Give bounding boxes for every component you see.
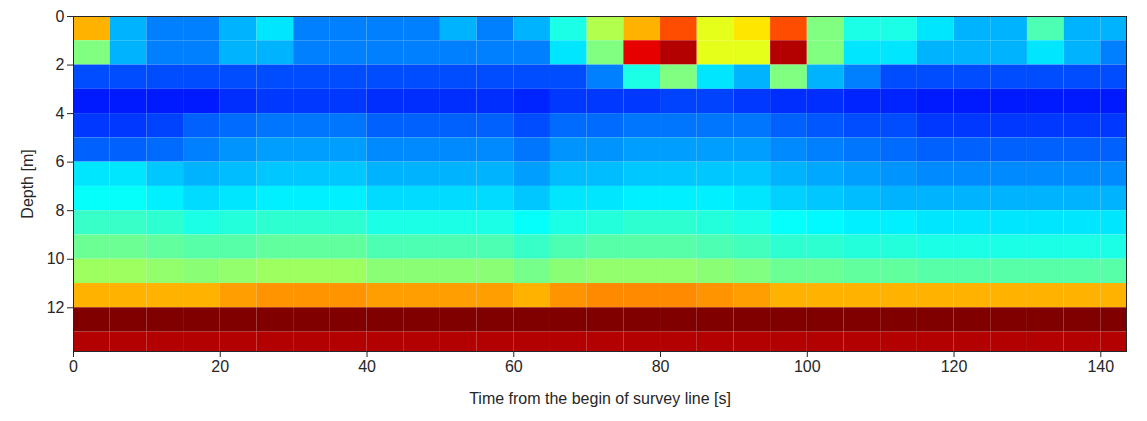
svg-text:0: 0 [56, 8, 65, 25]
svg-text:10: 10 [47, 250, 65, 267]
svg-text:140: 140 [1087, 358, 1114, 375]
svg-text:60: 60 [505, 358, 523, 375]
svg-text:Time from the begin of survey: Time from the begin of survey line [s] [469, 390, 731, 407]
svg-text:Depth [m]: Depth [m] [19, 149, 36, 218]
svg-text:0: 0 [69, 358, 78, 375]
svg-text:100: 100 [794, 358, 821, 375]
svg-text:20: 20 [211, 358, 229, 375]
svg-text:12: 12 [47, 299, 65, 316]
svg-text:40: 40 [358, 358, 376, 375]
svg-text:80: 80 [652, 358, 670, 375]
svg-text:8: 8 [56, 202, 65, 219]
svg-text:4: 4 [56, 105, 65, 122]
svg-text:120: 120 [941, 358, 968, 375]
svg-text:2: 2 [56, 56, 65, 73]
svg-text:6: 6 [56, 153, 65, 170]
